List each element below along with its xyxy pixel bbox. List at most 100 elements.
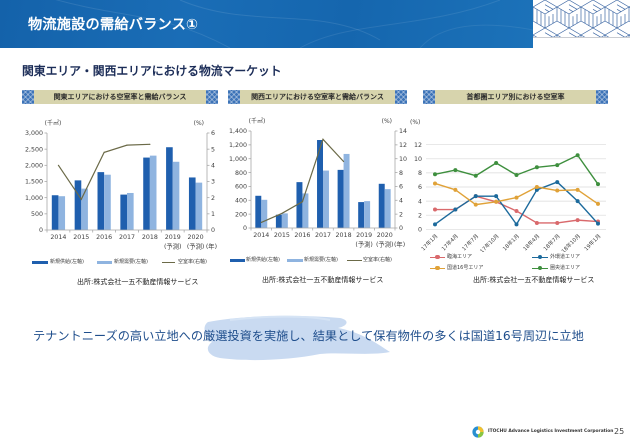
x-tick-label: 18年1月 [501, 232, 521, 252]
bar-new-supply [275, 214, 282, 228]
line-gaikando-point [494, 194, 499, 199]
bar-new-supply [378, 183, 385, 228]
line-route16-point [575, 187, 580, 192]
y2-unit-label: (%) [382, 118, 392, 125]
vacancy-rate-point [322, 138, 324, 140]
section-subtitle: 関東エリア・関西エリアにおける物流マーケット [22, 64, 282, 78]
vacancy-rate-point [80, 198, 82, 200]
key-message: テナントニーズの高い立地への厳選投資を実施し、結果として保有物件の多くは国道16… [33, 329, 584, 343]
line-kenodo-point [453, 168, 458, 173]
legend-label-vacancy: 空室率(右軸) [363, 257, 392, 263]
legend-metro-row1: 臨海エリア 外環道エリア [0, 253, 620, 261]
y-tick-label: 2 [418, 212, 422, 219]
line-kenodo-point [534, 165, 539, 170]
bar-new-supply [143, 157, 150, 230]
chart-kanto-svg: 0 500 1,000 1,500 2,000 2,500 3,000 0 1 2 3 4 5 6 2014… [25, 119, 217, 251]
y-tick-label: 500 [31, 211, 43, 218]
line-route16-point [596, 201, 600, 206]
vacancy-rate-point [301, 201, 304, 203]
line-gaikando [434, 181, 599, 226]
legend-marker-kenodo [537, 265, 543, 271]
y2-tick-label: 2 [399, 211, 403, 218]
banner-texture [55, 0, 533, 48]
legend-swatch-supply [230, 258, 245, 262]
y2-tick-label: 12 [399, 142, 407, 149]
line-kenodo-point [596, 182, 600, 187]
y-tick-label: 1,200 [229, 142, 247, 149]
line-route16-point [473, 202, 478, 207]
legend-label-demand: 新規需要(左軸) [304, 257, 338, 263]
bar-new-demand [149, 155, 157, 230]
bar-new-demand [281, 213, 288, 228]
legend-line-vacancy [162, 261, 175, 263]
bar-new-supply [188, 177, 196, 230]
x-tick-label: 17年7月 [460, 232, 480, 252]
legend-label-route16: 国道16号エリア [447, 265, 484, 271]
line-gaikando-point [575, 199, 580, 204]
bar-new-demand [384, 189, 391, 228]
y-unit-label: (千㎡) [45, 119, 62, 127]
legend-swatch-demand [287, 258, 303, 262]
x-category-note: (予測) [376, 240, 394, 249]
line-kenodo-point [514, 173, 519, 178]
line-route16-point [453, 187, 458, 192]
bar-new-demand [195, 182, 203, 230]
vacancy-rate-point [281, 212, 283, 215]
x-unit-label: (年) [206, 242, 217, 251]
x-category-note: (予測) [355, 240, 373, 249]
bar-new-demand [261, 199, 268, 228]
vacancy-rate-point [126, 144, 128, 146]
x-category-label: 2016 [294, 232, 310, 239]
x-category-label: 2017 [315, 232, 331, 239]
x-category-label: 2015 [274, 232, 290, 239]
y-tick-label: 2,000 [25, 163, 43, 170]
x-category-label: 2020 [377, 232, 393, 239]
line-kenodo [434, 154, 599, 185]
y-tick-label: 600 [235, 184, 247, 191]
legend-metro-row2: 国道16号エリア 圏央道エリア [0, 264, 620, 272]
line-rinkai-point [514, 208, 519, 213]
y2-unit-label: (%) [194, 120, 204, 127]
source-note-metro: 出所:株式会社一五不動産情報サービス [473, 276, 595, 284]
line-gaikando-point [433, 222, 437, 227]
y-unit-label: (%) [410, 119, 420, 126]
y-tick-label: 200 [235, 211, 247, 218]
y2-tick-label: 1 [211, 211, 215, 218]
line-kenodo-point [575, 153, 580, 158]
company-logo-icon [472, 426, 484, 438]
line-route16-point [433, 181, 437, 186]
y2-tick-label: 3 [211, 179, 215, 186]
line-gaikando-point [596, 221, 600, 226]
legend-marker-gaikando [537, 254, 543, 260]
y2-tick-label: 5 [211, 146, 215, 153]
line-rinkai-point [555, 220, 560, 225]
line-route16 [434, 182, 599, 206]
line-route16-point [514, 195, 519, 200]
legend-kansai: 新規供給(左軸) 新規需要(左軸) 空室率(右軸) [0, 256, 420, 264]
bar-new-supply [358, 202, 365, 228]
legend-swatch-demand [97, 260, 112, 264]
bar-new-supply [337, 169, 344, 228]
x-tick-label: 18年10月 [559, 232, 582, 252]
vacancy-rate-point [260, 221, 262, 224]
panel-header-ornament [22, 90, 34, 104]
vacancy-rate-point [342, 160, 345, 163]
y2-tick-label: 0 [399, 225, 403, 232]
line-rinkai-point [575, 218, 580, 223]
x-category-label: 2016 [96, 234, 112, 241]
brush-stroke-decoration [204, 315, 390, 361]
line-gaikando-point [473, 194, 478, 199]
y2-tick-label: 10 [399, 156, 407, 163]
panel-header-ornament [228, 90, 240, 104]
legend-kanto: 新規供給(左軸) 新規需要(左軸) 空室率(右軸) [0, 258, 220, 266]
bar-new-demand [343, 153, 350, 228]
line-route16-point [534, 185, 539, 189]
line-kenodo-point [555, 163, 560, 168]
legend-label-vacancy: 空室率(右軸) [178, 259, 207, 265]
x-tick-label: 17年1月 [419, 232, 439, 252]
y-tick-label: 1,000 [229, 156, 247, 163]
legend-label-supply: 新規供給(左軸) [50, 259, 84, 265]
bar-new-supply [166, 147, 173, 230]
x-category-label: 2014 [50, 234, 66, 241]
y2-tick-label: 4 [399, 197, 403, 204]
